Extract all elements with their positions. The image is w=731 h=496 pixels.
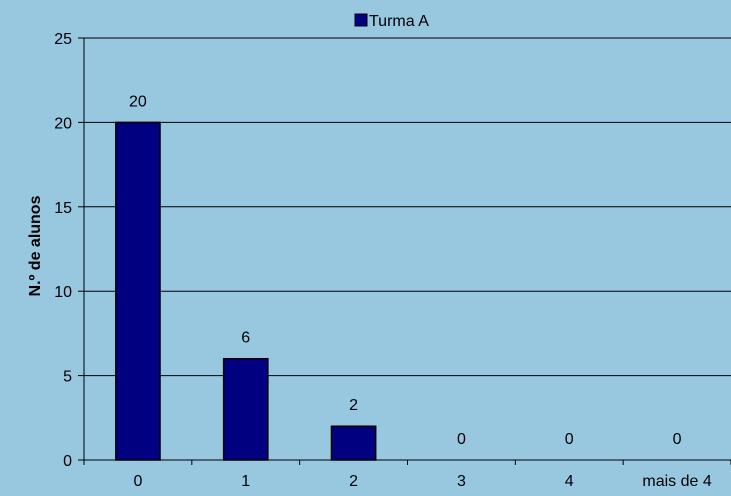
data-label: 0	[457, 431, 466, 448]
data-label: 0	[565, 431, 574, 448]
bar-series	[115, 121, 377, 461]
data-label: 0	[673, 431, 682, 448]
x-tick-label: mais de 4	[642, 473, 711, 490]
legend-label: Turma A	[369, 13, 429, 30]
x-tick-label: 2	[349, 473, 358, 490]
legend-swatch	[354, 13, 368, 27]
x-axis: 0 1 2 3 4 mais de 4	[83, 459, 731, 490]
y-axis: 0 5 10 15 20 25	[54, 31, 85, 470]
bar	[330, 425, 377, 461]
data-label: 20	[129, 93, 147, 110]
data-label: 2	[349, 397, 358, 414]
x-tick-label: 0	[133, 473, 142, 490]
y-tick-label: 10	[54, 284, 72, 301]
bar	[222, 357, 269, 461]
y-axis-label: N.º de alunos	[27, 195, 44, 296]
y-tick-label: 0	[63, 453, 72, 470]
legend: Turma A	[354, 13, 429, 30]
y-tick-label: 15	[54, 200, 72, 217]
x-tick-label: 3	[457, 473, 466, 490]
x-tick-label: 4	[565, 473, 574, 490]
bar	[115, 121, 161, 461]
y-tick-label: 25	[54, 31, 72, 48]
y-tick-label: 20	[54, 115, 72, 132]
x-tick-label: 1	[241, 473, 250, 490]
gridlines	[84, 37, 731, 377]
y-tick-label: 5	[63, 369, 72, 386]
data-label: 6	[241, 330, 250, 347]
